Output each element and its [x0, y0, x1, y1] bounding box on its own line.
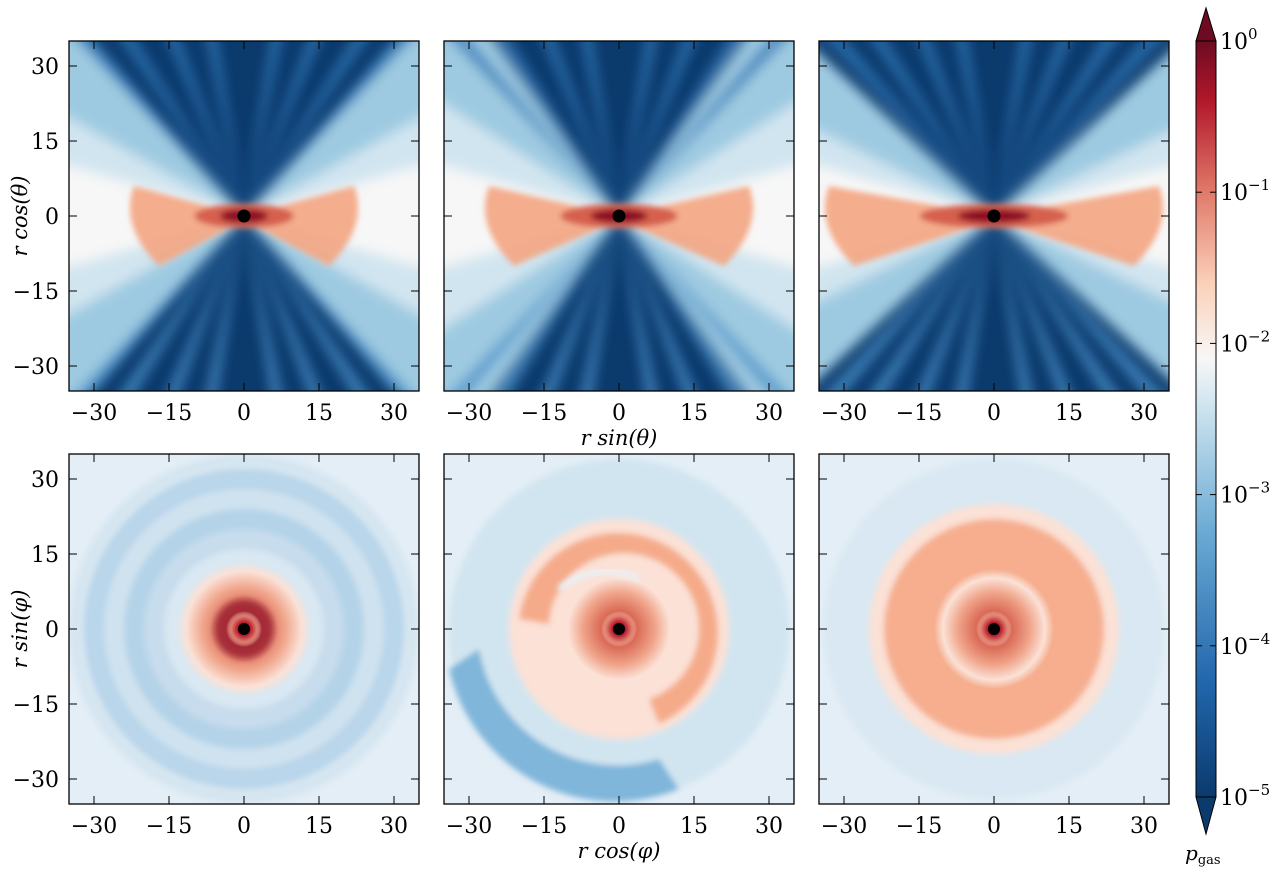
colorbar: 100 10−1 10−2 10−3 10−4 10−5 pgas: [1185, 6, 1270, 868]
x-tick-label: 30: [1130, 401, 1158, 426]
heatmap-image: [819, 41, 1169, 391]
y-axis-label: r sin(φ): [8, 590, 32, 669]
heatmap-image: [69, 41, 419, 391]
y-tick-label: −15: [13, 693, 59, 718]
x-tick-label: −15: [521, 401, 567, 426]
x-tick-label: 30: [380, 401, 408, 426]
colorbar-extend-min: [1195, 796, 1217, 836]
y-tick-label: 15: [31, 543, 59, 568]
colorbar-tick-label: 10−4: [1220, 630, 1270, 660]
x-tick-label: −15: [896, 814, 942, 839]
y-tick-label: −30: [13, 355, 59, 380]
y-tick-label: 15: [31, 130, 59, 155]
x-tick-label: 30: [755, 814, 783, 839]
y-tick-label: 30: [31, 468, 59, 493]
colorbar-gradient: [1195, 40, 1217, 798]
colorbar-label: pgas: [1185, 841, 1221, 868]
x-tick-label: −30: [71, 401, 117, 426]
y-tick-label: −30: [13, 768, 59, 793]
heatmap-image: [444, 41, 794, 391]
x-tick-label: −30: [71, 814, 117, 839]
panel-r1-c2: −30 −15 0 15 30 r sin(θ): [443, 40, 795, 450]
heatmap-image: [819, 454, 1169, 804]
x-tick-label: 15: [305, 814, 333, 839]
x-tick-label: 0: [612, 814, 626, 839]
y-axis-label: r cos(θ): [8, 176, 32, 257]
x-tick-label: −30: [821, 401, 867, 426]
panel-r1-c3: −30 −15 0 15 30: [818, 40, 1170, 426]
x-tick-label: −15: [146, 401, 192, 426]
panel-r2-c3: −30 −15 0 15 30: [818, 453, 1170, 839]
x-tick-label: 0: [987, 814, 1001, 839]
colorbar-tick-label: 100: [1220, 25, 1258, 55]
heatmap-image: [444, 454, 794, 804]
heatmap-image: [69, 454, 419, 804]
x-tick-label: 0: [987, 401, 1001, 426]
x-tick-label: 30: [755, 401, 783, 426]
x-tick-label: 15: [305, 401, 333, 426]
x-tick-label: 0: [612, 401, 626, 426]
colorbar-tick-label: 10−2: [1220, 327, 1270, 357]
x-tick-label: −30: [446, 814, 492, 839]
x-tick-label: 15: [680, 401, 708, 426]
x-tick-label: −15: [521, 814, 567, 839]
y-tick-label: −15: [13, 280, 59, 305]
x-tick-label: −15: [896, 401, 942, 426]
x-tick-label: −30: [446, 401, 492, 426]
y-tick-label: 30: [31, 55, 59, 80]
x-tick-label: 30: [380, 814, 408, 839]
panel-r2-c1: −30 −30 −15 −15 0 0 15 15 30 30 r sin(φ): [8, 453, 420, 839]
x-tick-label: −15: [146, 814, 192, 839]
colorbar-tick-label: 10−3: [1220, 479, 1270, 509]
panel-r1-c1: −30 −30 −15 −15 0 0 15 15 30 30 r cos(θ): [8, 40, 420, 426]
panel-r2-c2: −30 −15 0 15 30 r cos(φ): [443, 453, 795, 863]
colorbar-extend-max: [1195, 6, 1217, 42]
x-axis-label: r cos(φ): [578, 839, 661, 863]
colorbar-tick-label: 10−1: [1220, 176, 1270, 206]
y-tick-label: 0: [45, 205, 59, 230]
x-tick-label: −30: [821, 814, 867, 839]
x-tick-label: 15: [1055, 401, 1083, 426]
x-tick-label: 15: [680, 814, 708, 839]
x-tick-label: 0: [237, 814, 251, 839]
x-tick-label: 15: [1055, 814, 1083, 839]
y-tick-label: 0: [45, 618, 59, 643]
x-tick-label: 30: [1130, 814, 1158, 839]
x-tick-label: 0: [237, 401, 251, 426]
x-axis-label: r sin(θ): [581, 426, 658, 450]
colorbar-tick-label: 10−5: [1220, 781, 1270, 811]
